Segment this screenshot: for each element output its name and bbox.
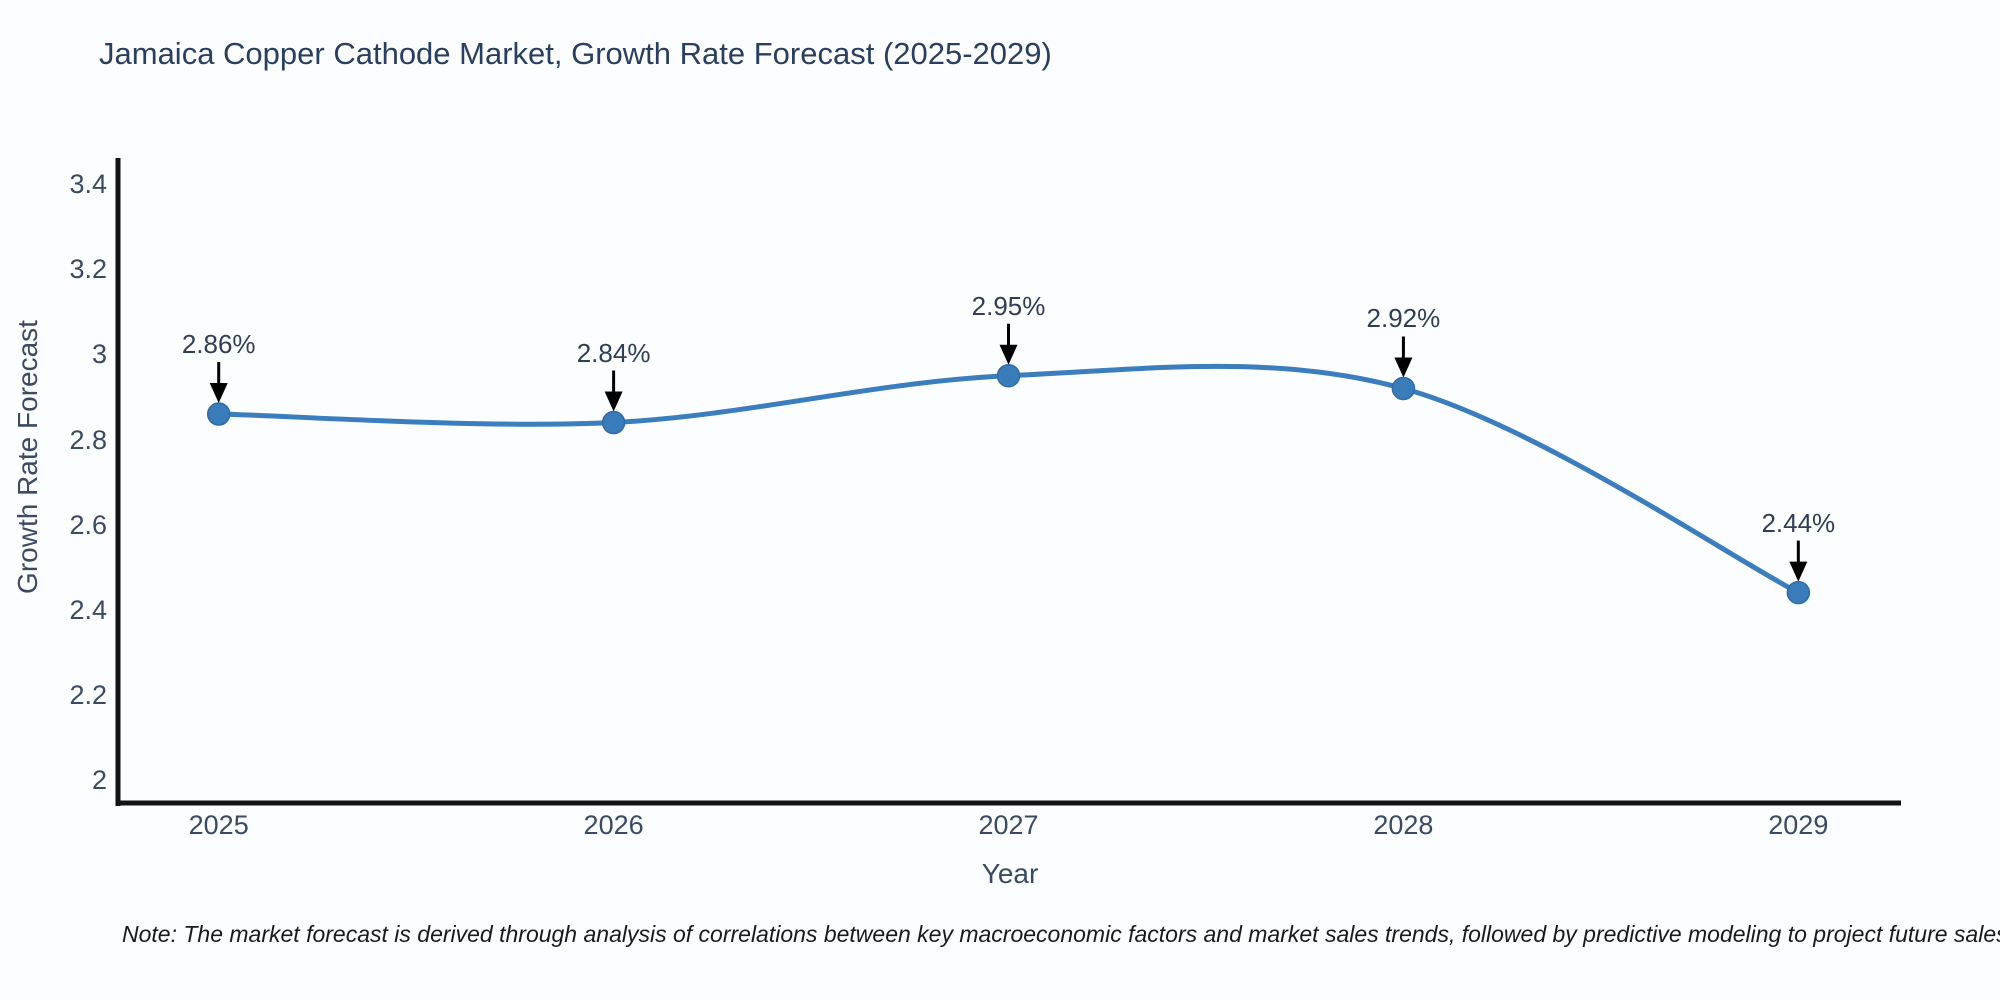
y-tick-label: 2.6 [69, 509, 107, 540]
x-tick-label: 2027 [978, 810, 1039, 840]
y-tick-label: 2.8 [69, 424, 107, 455]
point-value-label: 2.44% [1761, 507, 1836, 538]
chart-title: Jamaica Copper Cathode Market, Growth Ra… [99, 36, 1052, 71]
x-axis-title: Year [981, 858, 1039, 889]
x-axis-line [115, 800, 1901, 806]
y-axis-line [115, 158, 121, 806]
y-tick-label: 2 [91, 764, 107, 795]
footnote: Note: The market forecast is derived thr… [122, 921, 2000, 947]
x-tick-label: 2028 [1373, 810, 1434, 840]
y-tick-label: 3.2 [69, 254, 107, 285]
point-value-label: 2.86% [181, 329, 256, 359]
growth-rate-line [216, 363, 1801, 596]
data-point-marker[interactable] [206, 402, 231, 426]
point-value-label: 2.84% [576, 337, 651, 368]
data-point-marker[interactable] [996, 363, 1021, 388]
x-tick-label: 2029 [1768, 810, 1829, 840]
data-point-marker[interactable] [1786, 580, 1811, 605]
y-tick-label: 3.4 [69, 169, 107, 200]
annotation-arrowhead-icon [1394, 357, 1413, 378]
data-point-marker[interactable] [1391, 376, 1416, 401]
y-tick-label: 2.4 [69, 594, 107, 625]
point-value-label: 2.95% [971, 290, 1046, 321]
point-value-label: 2.92% [1366, 303, 1441, 334]
y-tick-label: 2.2 [69, 679, 107, 710]
x-tick-label: 2025 [188, 810, 249, 840]
annotation-arrowhead-icon [604, 391, 623, 412]
annotation-arrowhead-icon [999, 344, 1018, 365]
y-tick-label: 3 [91, 339, 107, 370]
data-point-marker[interactable] [601, 410, 626, 435]
annotation-arrowhead-icon [1789, 561, 1808, 582]
annotation-arrowhead-icon [209, 383, 228, 404]
x-tick-label: 2026 [583, 810, 644, 840]
